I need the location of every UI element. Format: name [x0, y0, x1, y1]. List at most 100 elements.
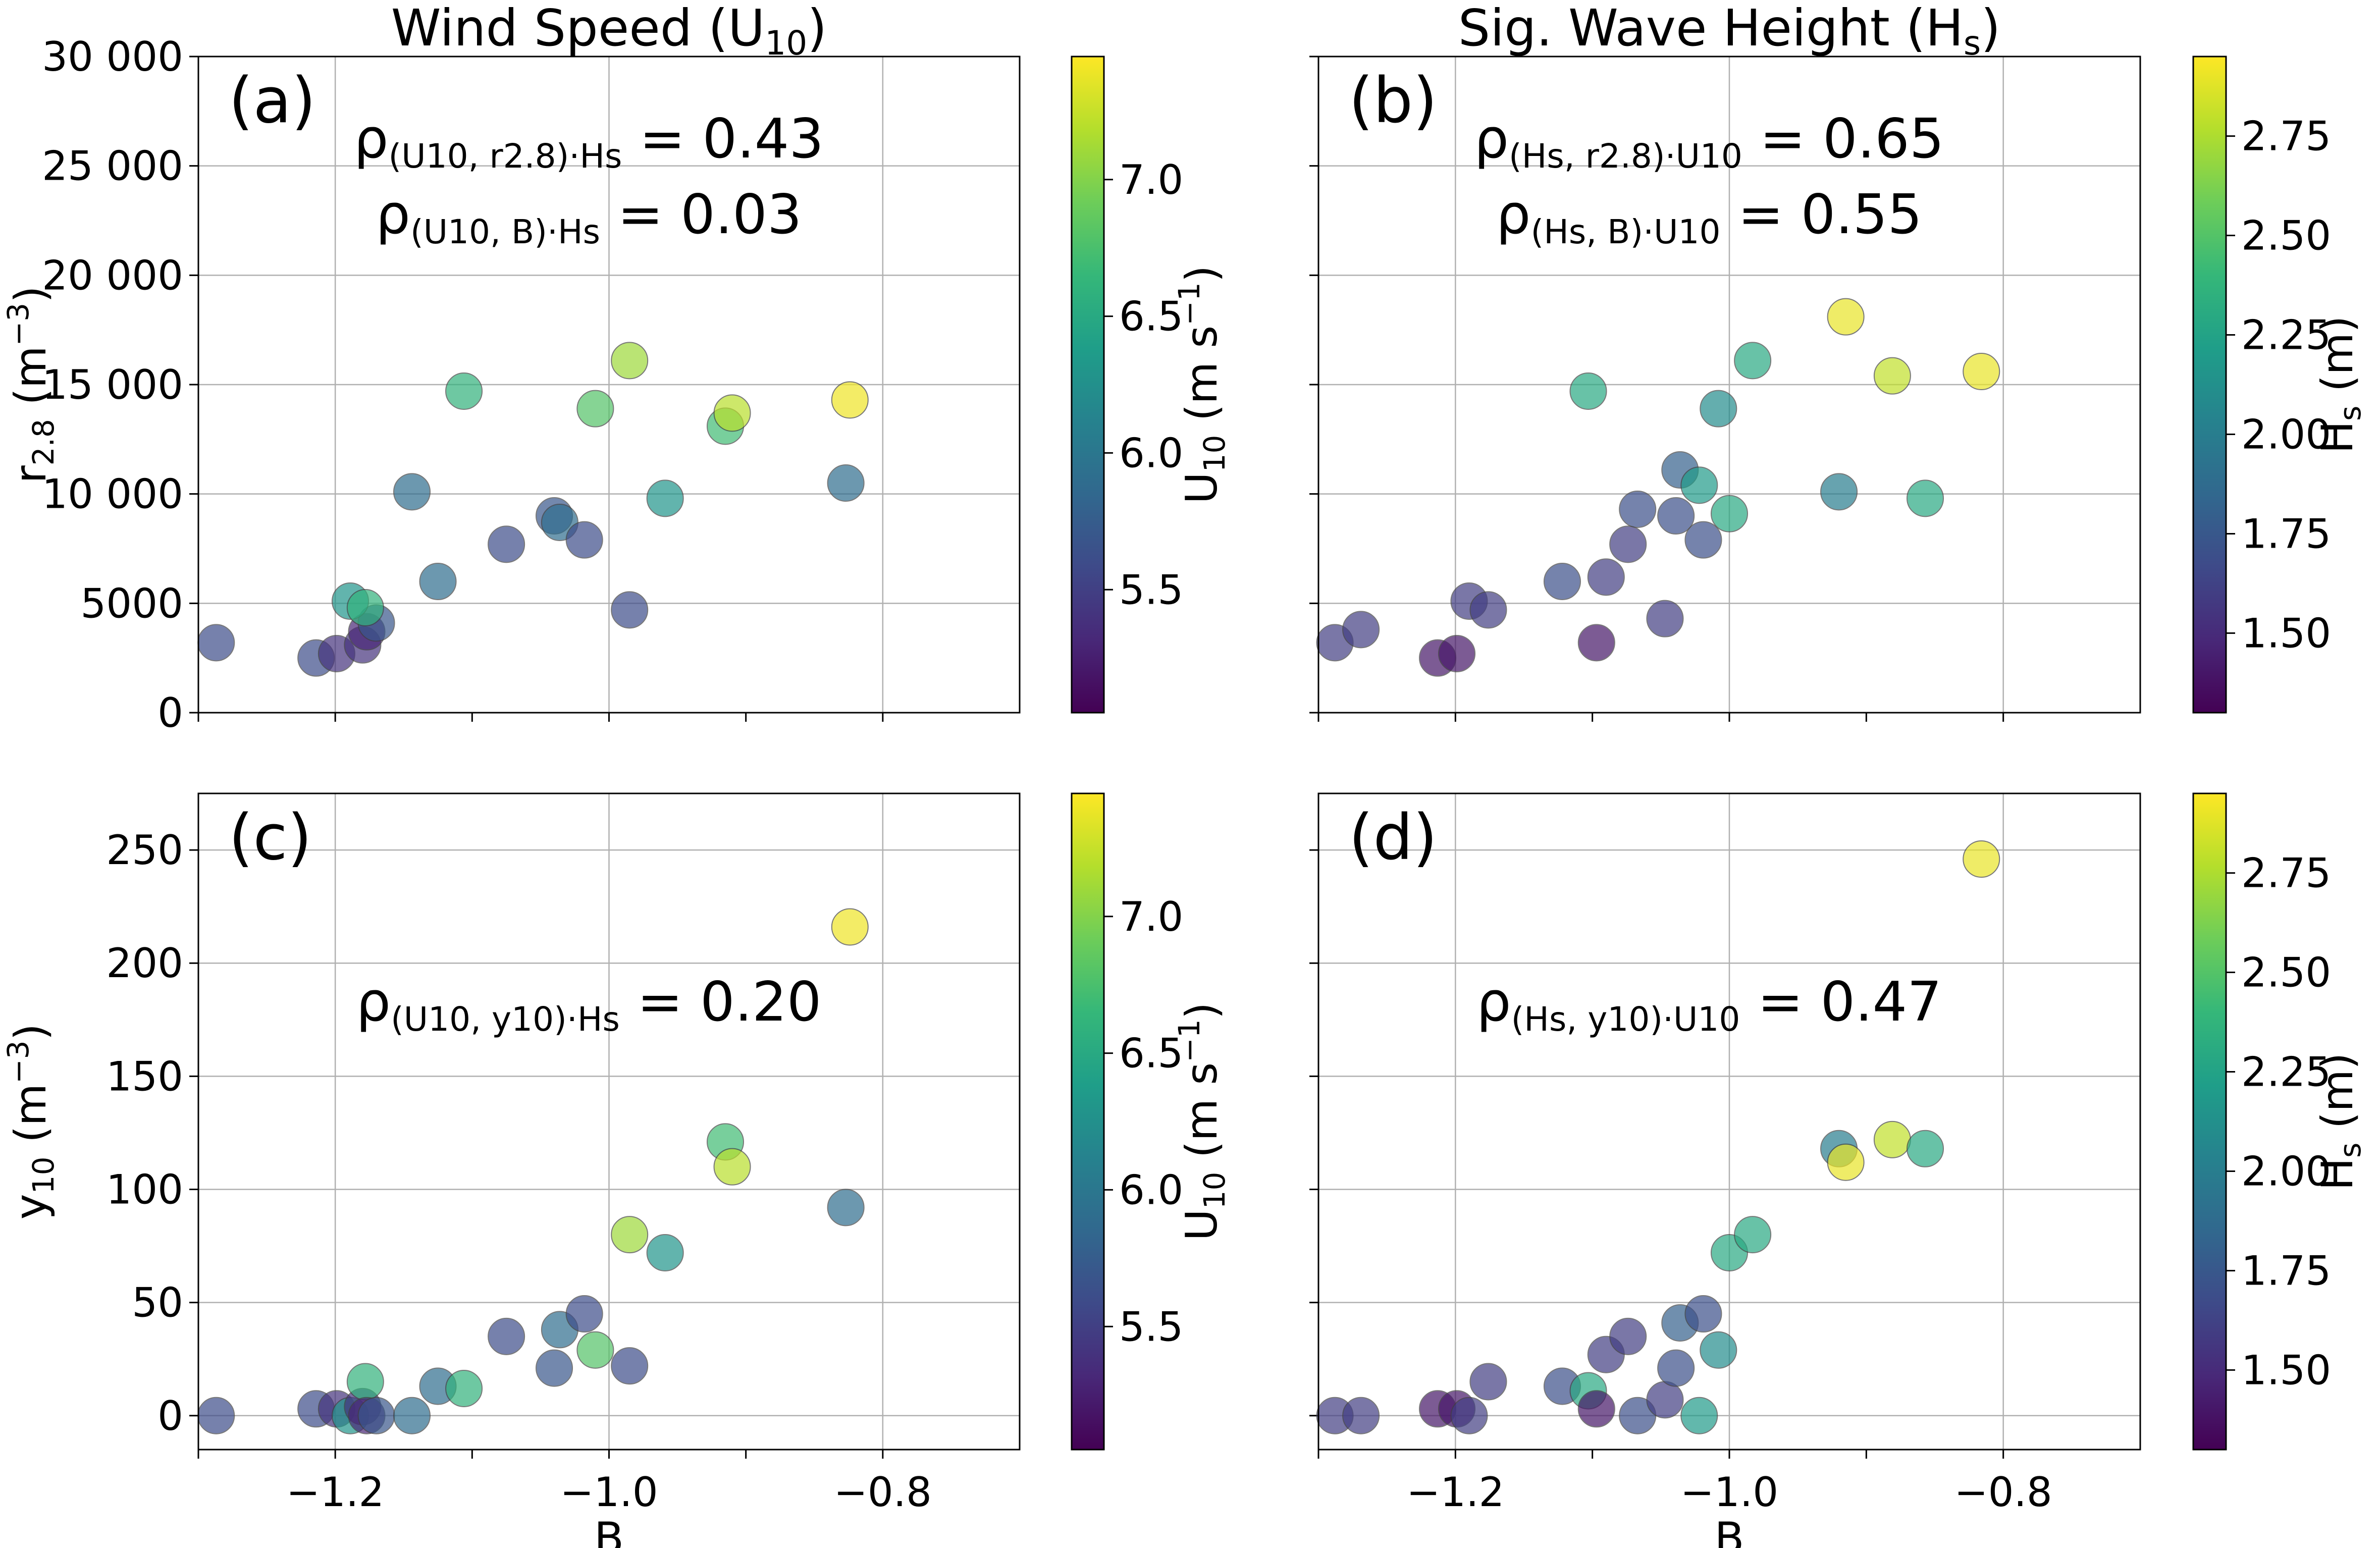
scatter-point — [393, 1397, 431, 1434]
x-tick-label: −0.8 — [1954, 1469, 2052, 1516]
scatter-point — [488, 525, 525, 563]
colorbar-tick-label: 6.5 — [1119, 1030, 1183, 1077]
scatter-point — [445, 1369, 483, 1407]
scatter-point — [646, 1234, 684, 1271]
x-axis-label: B — [1715, 1513, 1744, 1548]
colorbar: 1.50 1.75 2.00 2.25 2.50 2.75 Hs (m) — [2192, 56, 2367, 714]
y-axis-label: y10 (m−3) — [1, 1024, 61, 1219]
y-tick-label: 250 — [106, 827, 183, 874]
x-tick-label: −1.0 — [560, 1469, 658, 1516]
scatter-point — [576, 1331, 614, 1369]
y-tick-label: 0 — [157, 689, 183, 736]
scatter-point — [611, 591, 649, 629]
scatter-point — [1450, 1397, 1488, 1434]
scatter-point — [1577, 1390, 1615, 1428]
y-tick-label: 10 000 — [42, 471, 183, 518]
scatter-point — [1907, 1130, 1944, 1167]
y-tick-label: 100 — [106, 1166, 183, 1213]
x-tick-label: −1.2 — [286, 1469, 384, 1516]
colorbar-gradient — [1072, 57, 1104, 713]
colorbar-tick-label: 2.50 — [2241, 949, 2331, 996]
panel-a: 0 5000 10 000 15 000 20 000 25 000 30 000 (a) ρ(… — [1, 0, 1232, 736]
colorbar-label: U10 (m s−1) — [1172, 1002, 1232, 1241]
scatter-point — [1609, 525, 1647, 563]
scatter-point — [831, 908, 869, 946]
scatter-point — [1680, 466, 1718, 504]
panel-label: (d) — [1349, 802, 1437, 874]
scatter-point — [827, 1189, 865, 1226]
scatter-point — [1827, 298, 1865, 336]
colorbar-tick-label: 1.50 — [2241, 610, 2331, 657]
colorbar-tick-label: 1.75 — [2241, 510, 2331, 557]
scatter-point — [1873, 1120, 1911, 1158]
colorbar-tick-label: 2.00 — [2241, 1148, 2331, 1195]
colorbar-tick-label: 5.5 — [1119, 566, 1183, 613]
scatter-point — [488, 1317, 525, 1355]
y-tick-label: 30 000 — [42, 33, 183, 80]
scatter-point — [1873, 357, 1911, 395]
plot-frame — [1317, 56, 2141, 714]
scatter-point — [1469, 1363, 1507, 1401]
scatter-point — [1700, 1331, 1737, 1369]
correlation-annotation: ρ(Hs, r2.8)·U10 = 0.65 — [1474, 108, 1944, 176]
colorbar-tick-label: 1.50 — [2241, 1347, 2331, 1394]
scatter-point — [1734, 342, 1772, 380]
panel-c: 0 50 100 150 200 250 −1.2 −1.0 −0.8 (c) ρ(U10, y10… — [1, 792, 1232, 1548]
y-tick-label: 20 000 — [42, 252, 183, 299]
colorbar-tick-label: 2.00 — [2241, 411, 2331, 458]
scatter-point — [1657, 1349, 1695, 1387]
scatter-point — [1646, 600, 1684, 637]
colorbar-frame — [1071, 56, 1105, 714]
scatter-point — [346, 589, 384, 626]
scatter-point — [1680, 1397, 1718, 1434]
correlation-annotation: ρ(U10, B)·Hs = 0.03 — [376, 183, 802, 251]
scatter-point — [197, 1397, 235, 1434]
x-tick-label: −1.2 — [1406, 1469, 1504, 1516]
scatter-point — [346, 1363, 384, 1401]
colorbar-tick-label: 2.50 — [2241, 212, 2331, 259]
scatter-point — [1577, 624, 1615, 662]
correlation-annotation: ρ(U10, r2.8)·Hs = 0.43 — [354, 108, 824, 176]
colorbar-tick-label: 2.75 — [2241, 850, 2331, 897]
scatter-point — [611, 1347, 649, 1385]
colorbar-tick-label: 2.25 — [2241, 1049, 2331, 1096]
scatter-point — [1342, 1397, 1380, 1434]
y-tick-label: 25 000 — [42, 143, 183, 190]
correlation-annotation: ρ(U10, y10)·Hs = 0.20 — [356, 971, 822, 1039]
colorbar-tick-label: 7.0 — [1119, 156, 1183, 203]
colorbar-frame — [2192, 56, 2227, 714]
scatter-point — [445, 372, 483, 410]
scatter-point — [827, 464, 865, 502]
panel-label: (c) — [229, 802, 312, 874]
scatter-point — [1469, 591, 1507, 629]
scatter-point — [1684, 1295, 1722, 1333]
y-tick-label: 0 — [157, 1393, 183, 1439]
scatter-point — [1907, 479, 1944, 517]
colorbar-frame — [2192, 792, 2227, 1451]
colorbar-gradient — [1072, 793, 1104, 1450]
scatter-point — [565, 1295, 603, 1333]
scatter-point — [1734, 1216, 1772, 1254]
y-tick-label: 15 000 — [42, 361, 183, 408]
scatter-point — [831, 381, 869, 419]
panel-label: (b) — [1349, 65, 1437, 137]
scatter-point — [1619, 491, 1657, 528]
scatter-point — [1657, 497, 1695, 535]
colorbar-tick-label: 2.75 — [2241, 113, 2331, 160]
colorbar-label: U10 (m s−1) — [1172, 265, 1232, 504]
scatter-point — [576, 390, 614, 428]
colorbar-tick-label: 2.25 — [2241, 312, 2331, 359]
y-tick-label: 50 — [132, 1279, 183, 1326]
scatter-point — [1963, 840, 2000, 878]
scatter-point — [646, 479, 684, 517]
scatter-point — [1684, 521, 1722, 559]
colorbar-tick-label: 6.0 — [1119, 1166, 1183, 1213]
scatter-point — [1646, 1381, 1684, 1419]
scatter-point — [197, 624, 235, 662]
scatter-point — [1569, 372, 1607, 410]
scatter-point — [393, 473, 431, 511]
scatter-point — [565, 521, 603, 559]
y-tick-label: 200 — [106, 940, 183, 987]
colorbar-tick-label: 6.5 — [1119, 293, 1183, 340]
